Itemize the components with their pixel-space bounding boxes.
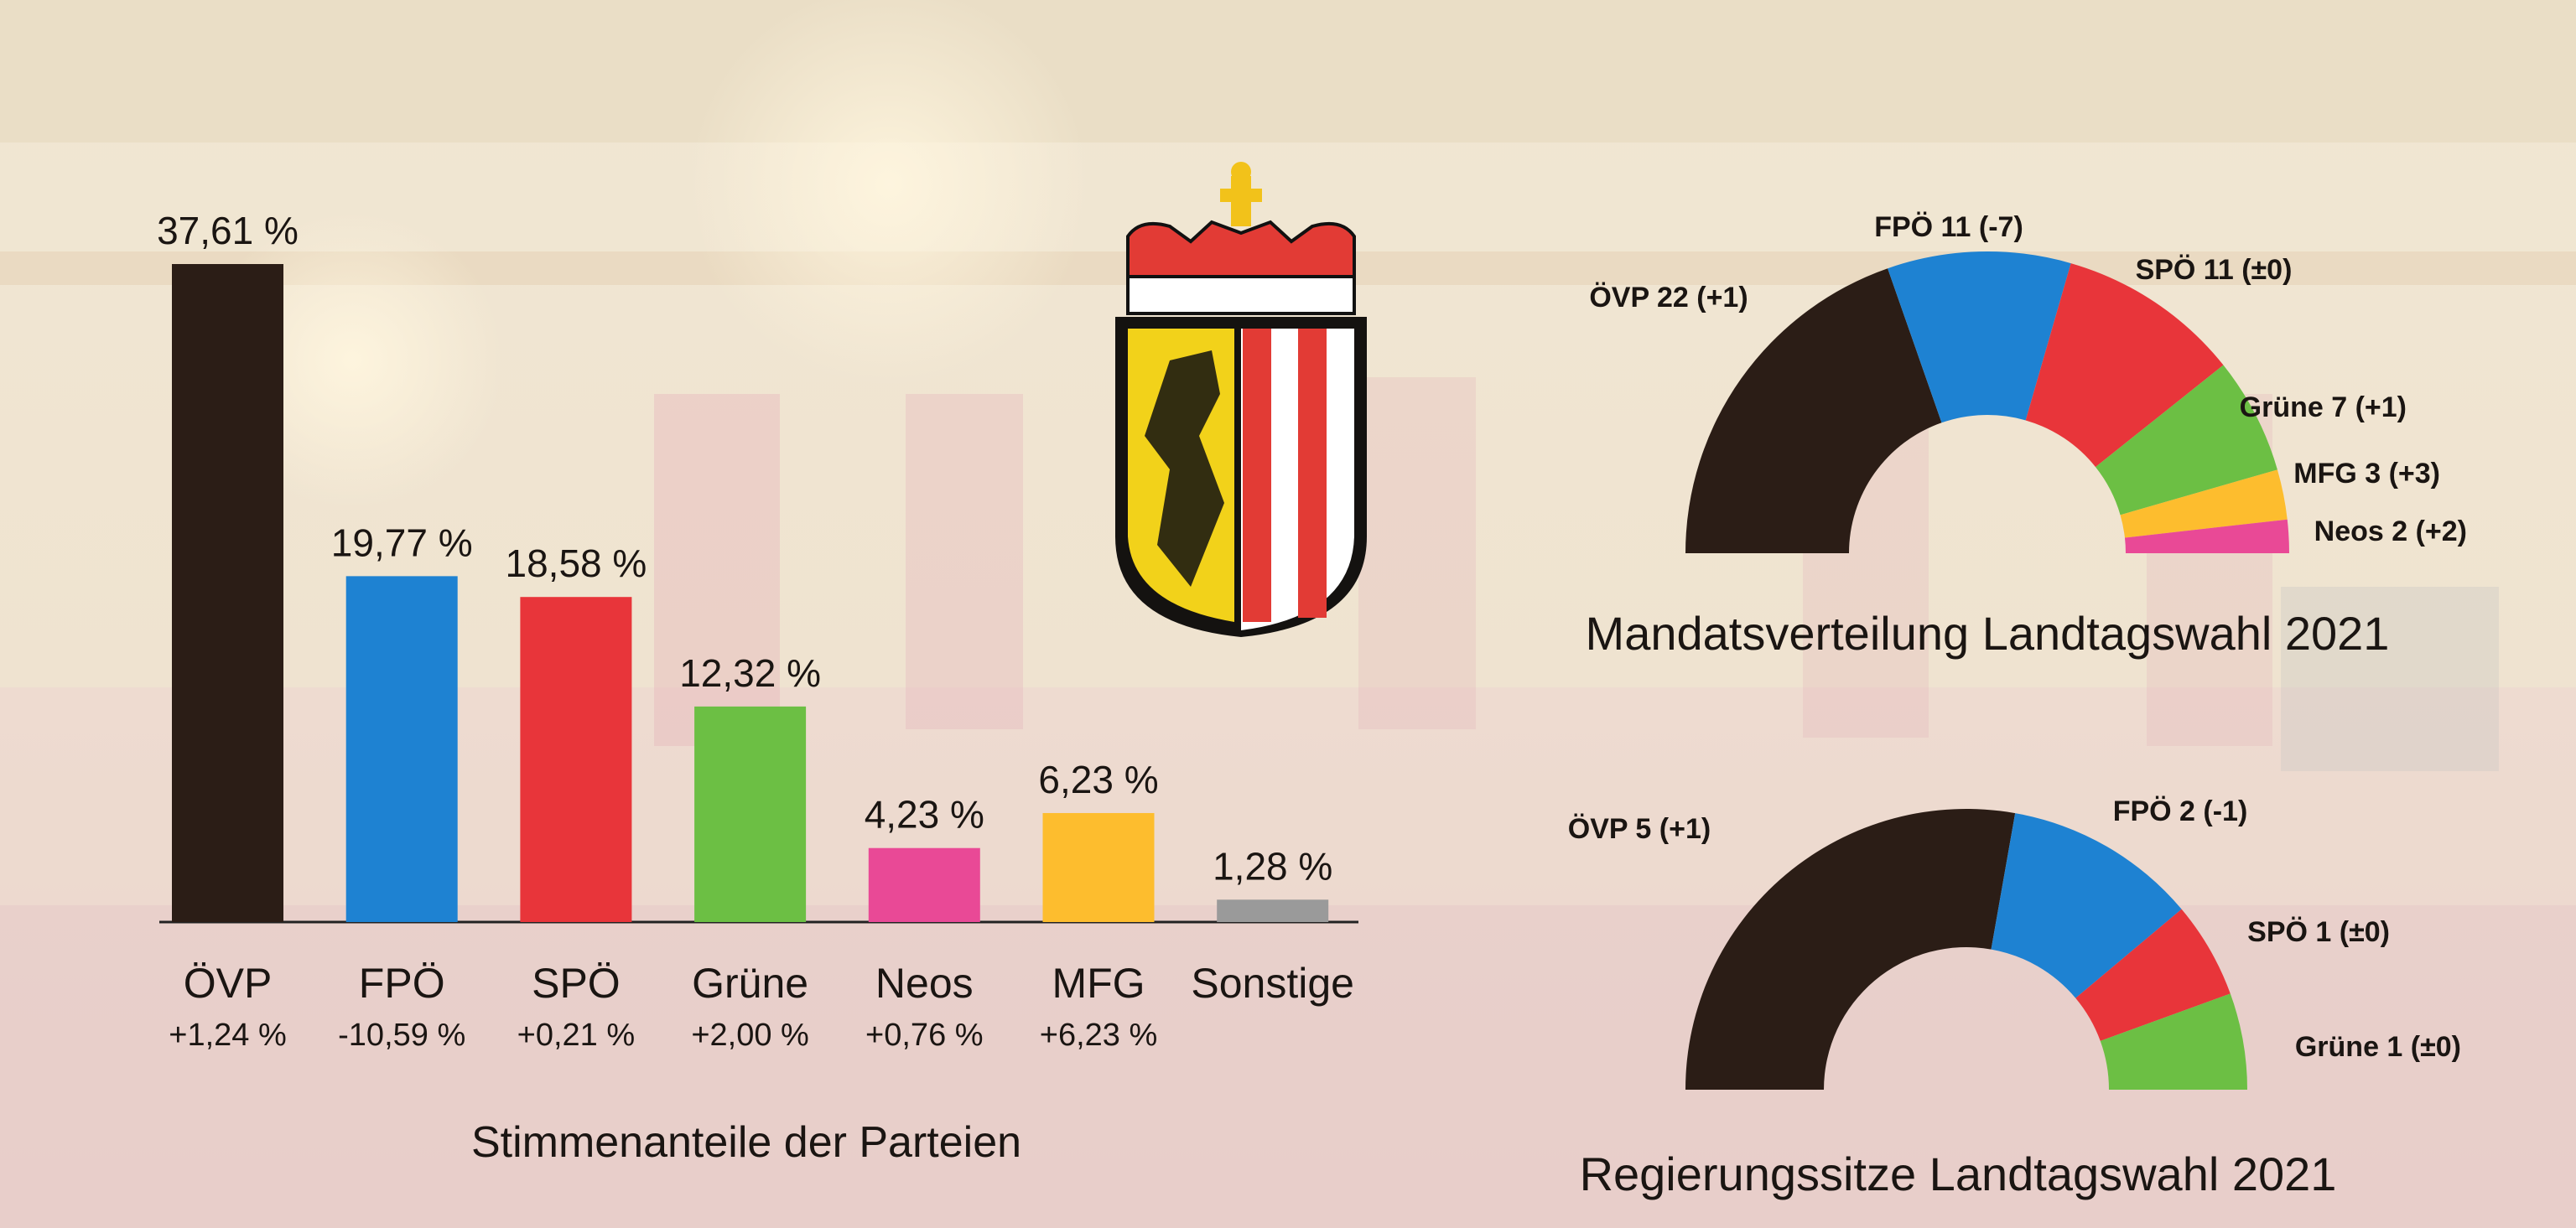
bar-category-label: FPÖ: [359, 960, 445, 1007]
seat-label: Grüne 7 (+1): [2240, 391, 2407, 423]
seat-label: ÖVP 22 (+1): [1589, 282, 1748, 313]
bar-0: [172, 264, 283, 922]
government-chart-title: Regierungssitze Landtagswahl 2021: [1580, 1148, 2337, 1200]
bar-category-label: Sonstige: [1191, 960, 1354, 1007]
bar-5: [1042, 812, 1155, 922]
bar-change-label: +6,23 %: [1040, 1018, 1158, 1053]
seat-label: Neos 2 (+2): [2314, 516, 2467, 547]
bar-4: [868, 847, 980, 922]
seat-segment-0: [1685, 268, 1942, 553]
seat-label: ÖVP 5 (+1): [1568, 813, 1711, 845]
bar-change-label: +1,24 %: [169, 1018, 287, 1053]
vote-share-bar-chart: 37,61 % ÖVP +1,24 % 19,77 % FPÖ -10,59 % 18,58…: [157, 209, 1358, 1053]
seat-segment-4: [2120, 469, 2288, 538]
bar-value-label: 12,32 %: [679, 651, 821, 695]
seat-segment-3: [2096, 365, 2277, 516]
seat-label: FPÖ 2 (-1): [2113, 795, 2248, 827]
government-seats-chart: ÖVP 5 (+1) FPÖ 2 (-1) SPÖ 1 (±0) Grüne 1 (±…: [1568, 795, 2461, 1090]
seat-segment-1: [1888, 251, 2071, 423]
bar-value-label: 1,28 %: [1213, 844, 1332, 888]
bar-3: [694, 706, 807, 922]
bar-category-label: SPÖ: [532, 960, 621, 1007]
bar-change-label: +0,76 %: [865, 1018, 984, 1053]
bar-1: [345, 576, 458, 922]
seat-label: SPÖ 1 (±0): [2247, 916, 2390, 948]
seat-segment-0: [1685, 809, 2016, 1090]
seat-label: FPÖ 11 (-7): [1874, 211, 2023, 243]
bar-value-label: 18,58 %: [506, 541, 647, 585]
seat-segment-3: [2100, 993, 2247, 1090]
seat-label: MFG 3 (+3): [2293, 458, 2440, 490]
bar-2: [520, 597, 632, 922]
bar-value-label: 19,77 %: [331, 521, 473, 564]
seat-segment-2: [2025, 263, 2224, 468]
coat-of-arms-logo: [1115, 162, 1367, 637]
bar-change-label: +2,00 %: [691, 1018, 809, 1053]
bar-category-label: Neos: [875, 960, 974, 1007]
seat-segment-1: [1991, 813, 2182, 998]
seat-label: Grüne 1 (±0): [2295, 1031, 2461, 1063]
bar-value-label: 37,61 %: [157, 209, 299, 252]
seat-segment-2: [2075, 909, 2231, 1041]
seat-label: SPÖ 11 (±0): [2136, 254, 2293, 286]
bar-value-label: 4,23 %: [865, 793, 984, 837]
seat-distribution-chart: ÖVP 22 (+1) FPÖ 11 (-7) SPÖ 11 (±0) Grüne 7…: [1589, 211, 2467, 553]
bar-value-label: 6,23 %: [1038, 758, 1158, 801]
bar-change-label: -10,59 %: [338, 1018, 465, 1053]
seat-chart-title: Mandatsverteilung Landtagswahl 2021: [1586, 607, 2390, 660]
bar-change-label: +0,21 %: [517, 1018, 636, 1053]
bar-category-label: Grüne: [692, 960, 808, 1007]
bar-category-label: MFG: [1052, 960, 1145, 1007]
bar-6: [1217, 899, 1329, 922]
bar-category-label: ÖVP: [184, 960, 273, 1007]
seat-segment-5: [2124, 519, 2289, 553]
bar-chart-title: Stimmenanteile der Parteien: [471, 1118, 1021, 1167]
